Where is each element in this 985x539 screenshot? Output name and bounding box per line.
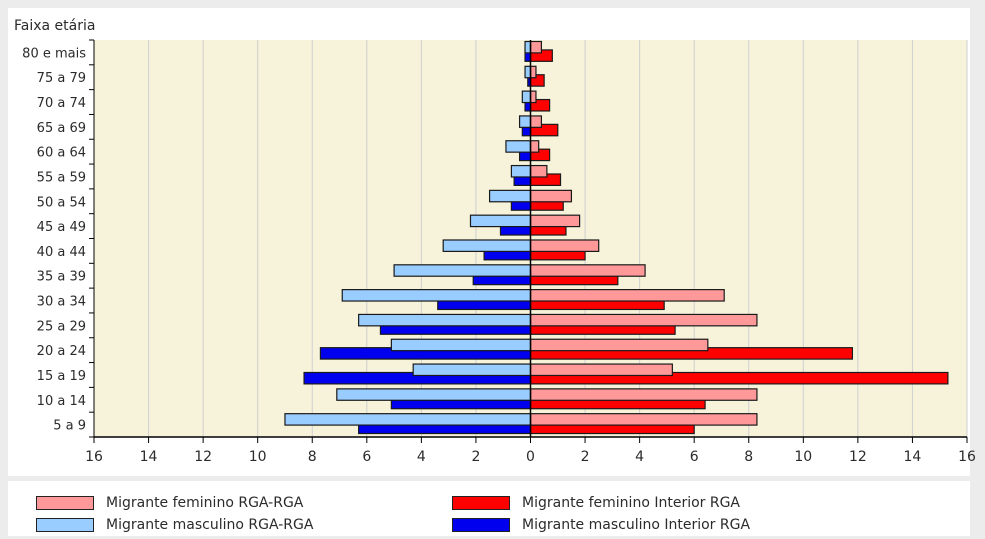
legend-item-masculino-rga: Migrante masculino RGA-RGA bbox=[36, 517, 313, 533]
legend-label: Migrante feminino Interior RGA bbox=[522, 495, 741, 511]
y-tick-labels: 5 a 9 10 a 14 15 a 19 20 a 24 25 a 29 30 a 34… bbox=[22, 46, 86, 433]
x-tick-label: 8 bbox=[744, 449, 753, 465]
y-tick-label: 10 a 14 bbox=[37, 394, 86, 409]
y-tick-label: 70 a 74 bbox=[37, 96, 86, 111]
x-tick-label: 16 bbox=[85, 449, 103, 465]
bar bbox=[469, 214, 532, 228]
x-tick-label: 6 bbox=[690, 449, 699, 465]
bar bbox=[358, 313, 532, 327]
legend-item-masculino-interior: Migrante masculino Interior RGA bbox=[452, 517, 750, 533]
x-tick-label: 14 bbox=[140, 449, 158, 465]
legend-label: Migrante feminino RGA-RGA bbox=[106, 495, 304, 511]
y-tick-label: 55 a 59 bbox=[37, 170, 86, 185]
bar bbox=[524, 65, 532, 79]
bar bbox=[518, 115, 532, 128]
bar bbox=[529, 413, 758, 426]
y-tick-label: 80 e mais bbox=[22, 46, 86, 61]
y-tick-label: 60 a 64 bbox=[37, 146, 86, 161]
legend-label: Migrante masculino RGA-RGA bbox=[106, 517, 314, 533]
bar bbox=[529, 214, 581, 228]
bar bbox=[529, 140, 540, 153]
bar bbox=[336, 388, 532, 401]
y-tick-label: 75 a 79 bbox=[37, 71, 86, 86]
legend-item-feminino-rga: Migrante feminino RGA-RGA bbox=[36, 495, 303, 511]
population-pyramid-chart: Faixa etária 5 a 9 10 a 14 15 a 19 20 a 24 2… bbox=[8, 8, 976, 476]
bar bbox=[529, 289, 725, 302]
axes bbox=[89, 39, 968, 443]
x-tick-label: 4 bbox=[417, 449, 426, 465]
x-tick-label: 10 bbox=[249, 449, 267, 465]
legend-swatch bbox=[452, 518, 510, 532]
bar bbox=[529, 90, 537, 104]
legend-item-feminino-interior: Migrante feminino Interior RGA bbox=[452, 495, 740, 511]
bar bbox=[284, 413, 532, 426]
bar bbox=[412, 363, 532, 377]
x-tick-label: 12 bbox=[194, 449, 212, 465]
bars bbox=[284, 40, 949, 435]
x-tick-label: 12 bbox=[849, 449, 867, 465]
x-tick-label: 16 bbox=[958, 449, 976, 465]
y-tick-label: 5 a 9 bbox=[53, 419, 86, 434]
bar bbox=[529, 363, 673, 377]
y-tick-label: 50 a 54 bbox=[37, 195, 86, 210]
bar bbox=[529, 40, 543, 54]
legend-label: Migrante masculino Interior RGA bbox=[522, 517, 751, 533]
bar bbox=[529, 338, 709, 352]
bar bbox=[341, 289, 532, 302]
x-tick-label: 10 bbox=[794, 449, 812, 465]
bar bbox=[529, 115, 543, 128]
bar bbox=[521, 90, 532, 104]
bar bbox=[524, 40, 532, 54]
y-tick-label: 35 a 39 bbox=[37, 270, 86, 285]
x-tick-label: 0 bbox=[526, 449, 535, 465]
bar bbox=[529, 388, 758, 401]
bar bbox=[442, 239, 532, 253]
y-tick-label: 40 a 44 bbox=[37, 245, 86, 260]
x-tick-label: 14 bbox=[904, 449, 922, 465]
bar bbox=[529, 239, 600, 253]
y-tick-label: 30 a 34 bbox=[37, 295, 86, 310]
bar bbox=[529, 65, 537, 79]
x-tick-label: 2 bbox=[471, 449, 480, 465]
x-tick-label: 8 bbox=[308, 449, 317, 465]
y-tick-label: 25 a 29 bbox=[37, 319, 86, 334]
x-tick-labels: 16 14 12 10 8 6 4 2 0 2 4 6 8 10 12 14 16 bbox=[85, 449, 976, 465]
bar bbox=[393, 264, 532, 277]
bar bbox=[390, 338, 532, 352]
legend-swatch bbox=[452, 496, 510, 510]
bar bbox=[488, 189, 532, 203]
bar bbox=[529, 313, 758, 327]
bar bbox=[505, 140, 532, 153]
y-tick-label: 15 a 19 bbox=[37, 369, 86, 384]
x-tick-label: 4 bbox=[635, 449, 644, 465]
y-tick-label: 65 a 69 bbox=[37, 121, 86, 136]
legend-swatch bbox=[36, 496, 94, 510]
legend: Migrante feminino RGA-RGA Migrante femin… bbox=[8, 481, 970, 536]
y-axis-title: Faixa etária bbox=[14, 18, 95, 34]
y-tick-label: 20 a 24 bbox=[37, 344, 86, 359]
x-tick-label: 6 bbox=[362, 449, 371, 465]
bar bbox=[529, 264, 646, 277]
y-tick-label: 45 a 49 bbox=[37, 220, 86, 235]
bar bbox=[529, 164, 548, 178]
bar bbox=[529, 189, 573, 203]
x-tick-label: 2 bbox=[581, 449, 590, 465]
bar bbox=[510, 164, 532, 178]
legend-swatch bbox=[36, 518, 94, 532]
